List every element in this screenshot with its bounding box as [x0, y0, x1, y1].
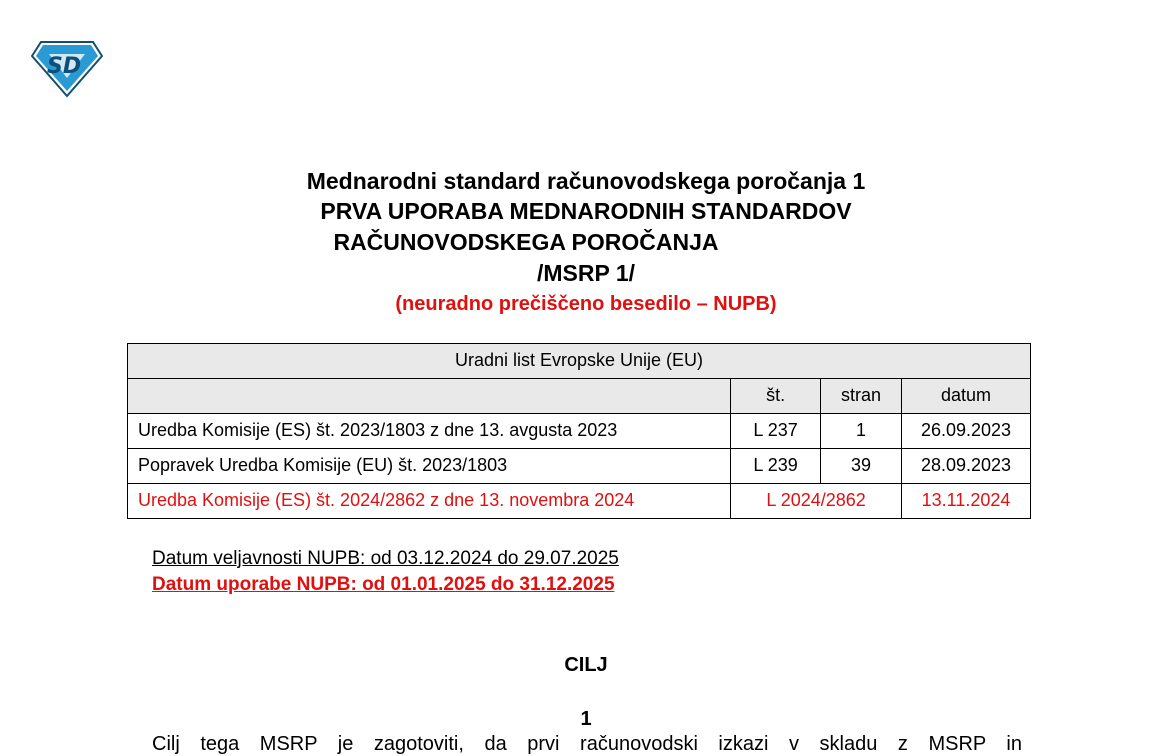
table-caption-row: Uradni list Evropske Unije (EU) — [127, 343, 1031, 379]
header-number: št. — [730, 378, 822, 414]
section-heading: CILJ — [564, 654, 608, 676]
table-caption: Uradni list Evropske Unije (EU) — [127, 343, 1031, 379]
date-cell: 28.09.2023 — [901, 448, 1031, 484]
paragraph-number: 1 — [580, 708, 592, 730]
table-row: Uredba Komisije (ES) št. 2023/1803 z dne… — [126, 413, 1031, 449]
page-cell: 1 — [820, 413, 902, 449]
company-logo: SD — [31, 41, 103, 98]
svg-text:SD: SD — [47, 54, 81, 79]
table-row: Uredba Komisije (ES) št. 2024/2862 z dne… — [126, 483, 1031, 519]
document-subtitle: (neuradno prečiščeno besedilo – NUPB) — [395, 293, 777, 315]
application-date: Datum uporabe NUPB: od 01.01.2025 do 31.… — [152, 574, 615, 595]
paragraph-text: Cilj tega MSRP je zagotoviti, da prvi ra… — [152, 733, 1022, 755]
date-cell: 26.09.2023 — [901, 413, 1031, 449]
header-date: datum — [901, 378, 1031, 414]
date-cell: 13.11.2024 — [901, 483, 1031, 519]
validity-date: Datum veljavnosti NUPB: od 03.12.2024 do… — [152, 548, 619, 569]
header-page: stran — [820, 378, 902, 414]
document-title-line3: RAČUNOVODSKEGA POROČANJA — [333, 229, 719, 255]
number-cell: L 2024/2862 — [730, 483, 902, 519]
regulation-cell: Uredba Komisije (ES) št. 2023/1803 z dne… — [126, 413, 732, 449]
number-cell: L 237 — [730, 413, 822, 449]
document-title-line2: PRVA UPORABA MEDNARODNIH STANDARDOV — [320, 198, 852, 224]
page-cell: 39 — [820, 448, 902, 484]
table-header-row: št. stran datum — [126, 378, 1031, 414]
document-title: Mednarodni standard računovodskega poroč… — [306, 168, 866, 194]
official-journal-table: Uradni list Evropske Unije (EU) št. stra… — [126, 343, 1031, 519]
document-abbreviation: /MSRP 1/ — [537, 260, 635, 286]
regulation-cell: Uredba Komisije (ES) št. 2024/2862 z dne… — [126, 483, 732, 519]
table-row: Popravek Uredba Komisije (EU) št. 2023/1… — [126, 448, 1031, 484]
number-cell: L 239 — [730, 448, 822, 484]
header-regulation — [126, 378, 732, 414]
regulation-cell: Popravek Uredba Komisije (EU) št. 2023/1… — [126, 448, 732, 484]
